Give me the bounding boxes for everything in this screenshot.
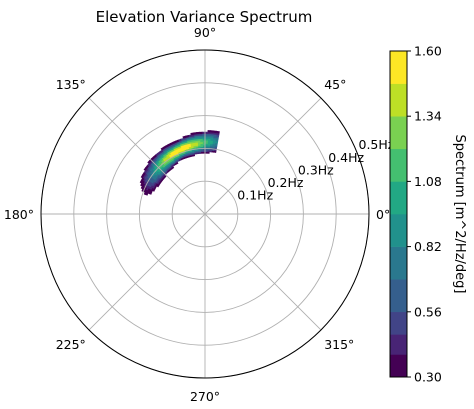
colorbar-bands <box>390 51 407 378</box>
theta-tick-labels: 0° 45° 90° 135° 180° 225° 270° 315° <box>4 25 390 404</box>
spectrum-cell <box>213 130 217 134</box>
theta-tick-label: 180° <box>4 207 34 222</box>
colorbar-band <box>390 51 407 84</box>
spectrum-cell <box>160 146 165 151</box>
radial-tick-label: 0.1Hz <box>237 187 273 202</box>
polar-outer-spine <box>40 49 370 379</box>
colorbar-band <box>390 279 407 313</box>
colorbar-tick-label: 1.34 <box>414 109 442 124</box>
colorbar-label: Spectrum [m^2/Hz/deg] <box>452 135 467 294</box>
angular-gridline <box>204 213 322 331</box>
colorbar-band <box>390 214 407 247</box>
colorbar-ticks: 0.30 0.56 0.82 1.08 1.34 1.60 <box>407 44 442 385</box>
angular-gridline <box>88 213 206 331</box>
theta-tick-label: 0° <box>376 207 390 222</box>
chart-title: Elevation Variance Spectrum <box>96 8 313 26</box>
spectrum-cell <box>190 132 195 136</box>
spectrum-cell <box>140 185 144 190</box>
radial-tick-label: 0.3Hz <box>298 162 334 177</box>
radial-tick-label: 0.5Hz <box>359 137 395 152</box>
colorbar-band <box>390 116 407 150</box>
spectrum-cell <box>207 130 212 133</box>
theta-tick-label: 315° <box>324 337 354 352</box>
colorbar-frame <box>389 50 408 378</box>
theta-tick-label: 225° <box>56 337 86 352</box>
spectrum-cell <box>147 160 152 164</box>
colorbar-tick-label: 0.30 <box>414 370 442 385</box>
angular-gridline <box>88 97 206 215</box>
theta-tick-label: 45° <box>324 77 346 92</box>
spectrum-cell <box>143 167 148 172</box>
polar-grid <box>40 49 370 379</box>
spectrum-cell <box>140 182 144 187</box>
angular-gridline <box>204 97 322 215</box>
colorbar-tick-label: 0.56 <box>414 304 442 319</box>
spectrum-cell <box>140 174 145 179</box>
radial-tick-label: 0.4Hz <box>328 150 364 165</box>
colorbar-band <box>390 311 407 335</box>
colorbar-band <box>390 354 407 378</box>
colorbar-band <box>390 334 407 355</box>
colorbar-band <box>390 246 407 280</box>
colorbar-band <box>390 148 407 182</box>
spectrum-cell <box>196 131 200 135</box>
theta-tick-label: 90° <box>194 25 216 40</box>
theta-tick-label: 270° <box>190 389 220 404</box>
spectrum-cell <box>198 131 203 135</box>
colorbar: 0.30 0.56 0.82 1.08 1.34 1.60 Spectrum [m^2/H… <box>389 44 467 385</box>
colorbar-band <box>390 181 407 215</box>
colorbar-tick-label: 0.82 <box>414 239 442 254</box>
polar-axes: 0°45°90°135°180°225°270°315° 0.1Hz0.2Hz0… <box>4 25 395 404</box>
radial-tick-label: 0.2Hz <box>268 175 304 190</box>
colorbar-band <box>390 83 407 117</box>
colorbar-tick-label: 1.08 <box>414 174 442 189</box>
spectrum-cell <box>139 179 144 184</box>
colorbar-tick-label: 1.60 <box>414 44 442 59</box>
spectrum-cell <box>143 191 147 196</box>
theta-tick-label: 135° <box>56 77 86 92</box>
spectrum-cell <box>210 130 215 133</box>
spectrum-cell <box>182 135 187 139</box>
